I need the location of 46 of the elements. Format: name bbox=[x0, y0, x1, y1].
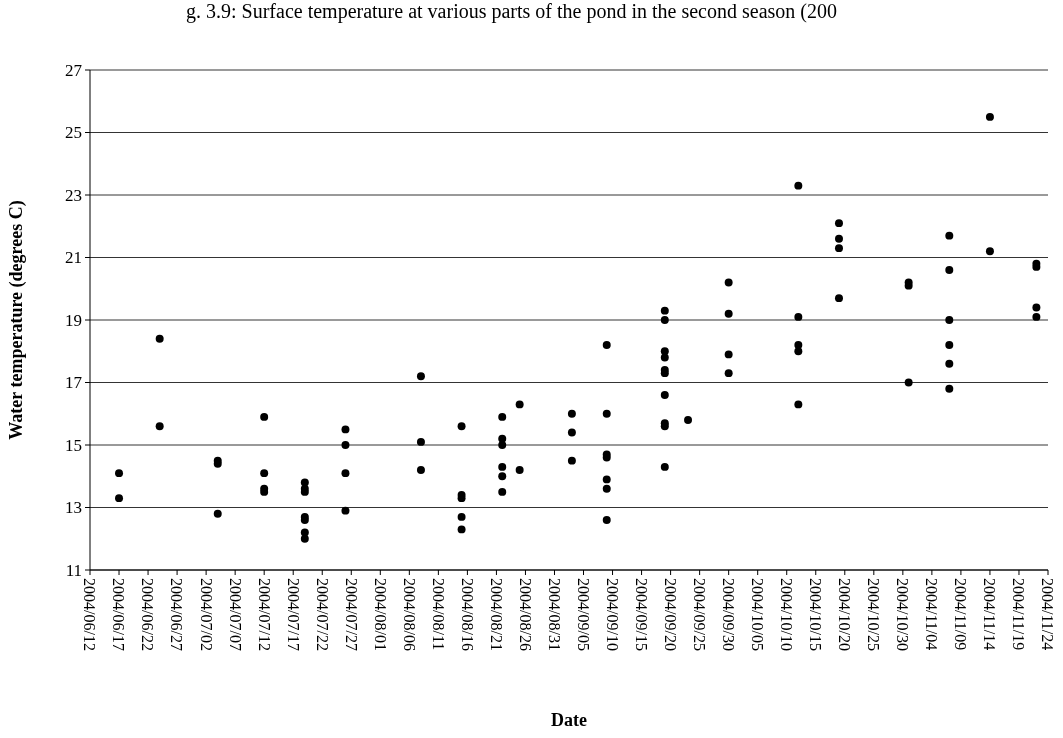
y-tick-label: 27 bbox=[65, 60, 83, 80]
x-tick-label: 2004/08/01 bbox=[371, 578, 389, 651]
x-tick-label: 2004/09/30 bbox=[720, 578, 738, 651]
x-tick-label: 2004/08/26 bbox=[516, 578, 534, 651]
x-tick-label: 2004/06/12 bbox=[81, 578, 99, 651]
y-tick-label: 23 bbox=[65, 185, 82, 205]
y-tick-label: 11 bbox=[65, 560, 82, 580]
x-tick-label: 2004/07/17 bbox=[284, 578, 302, 651]
x-tick-label: 2004/06/22 bbox=[139, 578, 157, 651]
x-tick-label: 2004/11/19 bbox=[1010, 578, 1028, 651]
y-tick-label: 19 bbox=[65, 310, 82, 330]
x-tick-label: 2004/10/10 bbox=[778, 578, 796, 651]
y-tick-label: 15 bbox=[65, 435, 82, 455]
y-tick-label: 17 bbox=[65, 373, 83, 393]
x-tick-label: 2004/09/20 bbox=[662, 578, 680, 651]
chart-title: g. 3.9: Surface temperature at various parts of the pond in the second season (200 bbox=[186, 0, 837, 23]
y-tick-label: 13 bbox=[65, 498, 82, 518]
x-tick-label: 2004/07/02 bbox=[197, 578, 215, 651]
x-tick-label: 2004/11/04 bbox=[923, 578, 941, 651]
x-tick-label: 2004/06/27 bbox=[168, 578, 186, 651]
x-tick-label: 2004/10/15 bbox=[807, 578, 825, 651]
x-tick-label: 2004/08/06 bbox=[400, 578, 418, 651]
x-tick-label: 2004/06/17 bbox=[110, 578, 128, 651]
y-tick-label: 25 bbox=[65, 123, 82, 143]
x-tick-label: 2004/11/09 bbox=[952, 578, 970, 651]
x-tick-label: 2004/09/10 bbox=[603, 578, 621, 651]
x-tick-label: 2004/07/07 bbox=[226, 578, 244, 651]
x-axis-title: Date bbox=[551, 710, 587, 730]
y-tick-label: 21 bbox=[65, 248, 82, 268]
x-tick-label: 2004/07/22 bbox=[313, 578, 331, 651]
x-tick-label: 2004/10/30 bbox=[894, 578, 912, 651]
x-tick-label: 2004/09/05 bbox=[574, 578, 592, 651]
x-tick-label: 2004/08/16 bbox=[458, 578, 476, 651]
x-tick-label: 2004/11/24 bbox=[1039, 578, 1057, 651]
x-tick-label: 2004/11/14 bbox=[981, 578, 999, 651]
x-tick-label: 2004/10/25 bbox=[865, 578, 883, 651]
x-tick-label: 2004/09/15 bbox=[632, 578, 650, 651]
y-axis-title: Water temperature (degrees C) bbox=[6, 200, 27, 440]
x-tick-label: 2004/10/20 bbox=[836, 578, 854, 651]
x-tick-label: 2004/08/21 bbox=[487, 578, 505, 651]
x-tick-label: 2004/09/25 bbox=[691, 578, 709, 651]
x-tick-label: 2004/07/27 bbox=[342, 578, 360, 651]
x-tick-label: 2004/07/12 bbox=[255, 578, 273, 651]
x-tick-label: 2004/08/31 bbox=[545, 578, 563, 651]
x-tick-label: 2004/10/05 bbox=[749, 578, 767, 651]
x-tick-label: 2004/08/11 bbox=[429, 578, 447, 651]
